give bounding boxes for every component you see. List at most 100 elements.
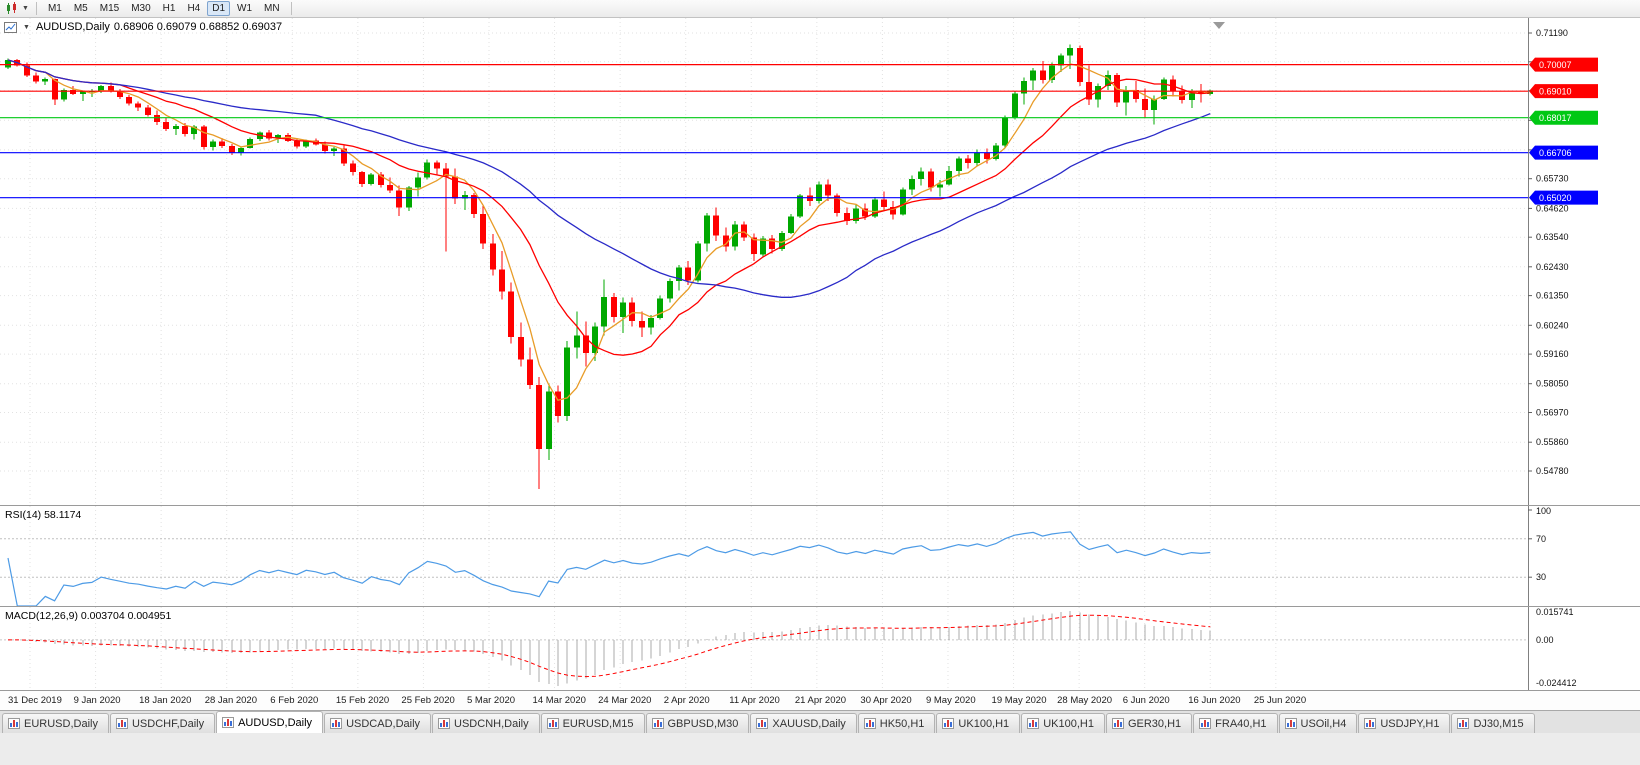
timeframe-button-h4[interactable]: H4: [187, 3, 201, 14]
tab-ger30-h1[interactable]: GER30,H1: [1105, 713, 1193, 733]
date-label: 14 Mar 2020: [532, 695, 586, 706]
mini-chart-icon: [1364, 718, 1377, 729]
price-tick-label: 0.55860: [1536, 437, 1569, 447]
date-label: 28 Jan 2020: [204, 695, 257, 706]
svg-text:0.68017: 0.68017: [1539, 113, 1572, 123]
price-tick-label: 0.59160: [1536, 349, 1569, 359]
mini-chart-icon: [651, 718, 664, 729]
price-tick-label: 0.54780: [1536, 466, 1569, 476]
price-badge: 0.70007: [1529, 57, 1598, 72]
macd-histogram: [16, 611, 1211, 686]
price-tick-label: 0.60240: [1536, 320, 1569, 330]
mini-chart-icon: [546, 718, 559, 729]
date-label: 31 Dec 2019: [8, 695, 62, 706]
toolbar-separator: [35, 2, 37, 15]
rsi-tick-label: 70: [1536, 534, 1546, 544]
svg-text:0.69010: 0.69010: [1539, 87, 1572, 97]
macd-tick-label: 0.015741: [1536, 607, 1574, 617]
chart-type-icon[interactable]: [4, 2, 19, 15]
date-label: 28 May 2020: [1057, 695, 1113, 706]
tab-label: USDCNH,Daily: [454, 717, 529, 730]
timeframe-button-m5[interactable]: M5: [73, 3, 88, 14]
tab-usdcad-daily[interactable]: USDCAD,Daily: [324, 713, 432, 733]
price-badge: 0.66706: [1529, 145, 1598, 160]
rsi-tick-label: 100: [1536, 506, 1551, 516]
tab-label: UK100,H1: [958, 717, 1010, 730]
price-tick-label: 0.56970: [1536, 408, 1569, 418]
grid-layer: [0, 18, 1528, 505]
candlestick-chart[interactable]: 0.711900.701100.690300.679200.668100.657…: [0, 18, 1640, 505]
tab-label: EURUSD,M15: [562, 717, 634, 730]
tab-usdjpy-h1[interactable]: USDJPY,H1: [1358, 713, 1451, 733]
chart-shift-marker[interactable]: [1213, 22, 1225, 29]
date-label: 16 Jun 2020: [1188, 695, 1241, 706]
date-label: 30 Apr 2020: [860, 695, 912, 706]
tab-audusd-daily[interactable]: AUDUSD,Daily: [216, 711, 324, 733]
tab-label: DJ30,M15: [1473, 717, 1524, 730]
chart-symbol-icon: [4, 21, 17, 33]
macd-indicator-panel[interactable]: 0.015741 0.00 -0.024412 MACD(12,26,9) 0.00…: [0, 606, 1640, 690]
tab-label: GER30,H1: [1127, 717, 1182, 730]
mini-chart-icon: [942, 718, 955, 729]
chart-type-dropdown-icon[interactable]: ▼: [22, 5, 29, 12]
window-background: [0, 733, 1640, 765]
rsi-tick-label: 30: [1536, 572, 1546, 582]
macd-tick-label: 0.00: [1536, 635, 1554, 645]
toolbar-separator: [290, 2, 292, 15]
tab-label: UK100,H1: [1043, 717, 1094, 730]
rsi-label: RSI(14) 58.1174: [5, 509, 82, 521]
timeframe-button-d1[interactable]: D1: [207, 1, 231, 16]
timeframe-button-h1[interactable]: H1: [162, 3, 176, 14]
mini-chart-icon: [1457, 718, 1470, 729]
main-chart-panel[interactable]: 0.711900.701100.690300.679200.668100.657…: [0, 18, 1640, 505]
mini-chart-icon: [1111, 718, 1124, 729]
timeframe-button-m30[interactable]: M30: [131, 3, 151, 14]
price-badge: 0.68017: [1529, 110, 1598, 125]
ma-line-5: [7, 59, 1211, 402]
price-tick-label: 0.64620: [1536, 203, 1569, 213]
tab-uk100-h1[interactable]: UK100,H1: [936, 713, 1021, 733]
chart-title-ohlc: 0.68906 0.69079 0.68852 0.69037: [113, 21, 283, 33]
tab-hk50-h1[interactable]: HK50,H1: [857, 713, 936, 733]
macd-label: MACD(12,26,9) 0.003704 0.004951: [5, 610, 172, 622]
timeframe-button-mn[interactable]: MN: [264, 3, 280, 14]
mini-chart-icon: [115, 718, 128, 729]
date-label: 18 Jan 2020: [139, 695, 192, 706]
rsi-indicator-panel[interactable]: 100 70 30 RSI(14) 58.1174: [0, 505, 1640, 606]
tab-eurusd-m15[interactable]: EURUSD,M15: [540, 713, 645, 733]
tab-dj30-m15[interactable]: DJ30,M15: [1451, 713, 1535, 733]
mini-chart-icon: [756, 718, 769, 729]
timeframe-button-m1[interactable]: M1: [47, 3, 62, 14]
tab-label: USOil,H4: [1300, 717, 1347, 730]
timeframe-button-m15[interactable]: M15: [99, 3, 120, 14]
price-tick-label: 0.63540: [1536, 232, 1569, 242]
date-label: 15 Feb 2020: [335, 695, 390, 706]
tab-usdchf-daily[interactable]: USDCHF,Daily: [109, 713, 216, 733]
ma-line-34: [7, 59, 1211, 298]
macd-chart[interactable]: 0.015741 0.00 -0.024412: [0, 607, 1640, 690]
mini-chart-icon: [8, 718, 20, 729]
tab-xauusd-daily[interactable]: XAUUSD,Daily: [750, 713, 857, 733]
tab-gbpusd-m30[interactable]: GBPUSD,M30: [645, 713, 750, 733]
tab-usdcnh-daily[interactable]: USDCNH,Daily: [432, 713, 540, 733]
svg-text:0.66706: 0.66706: [1539, 148, 1572, 158]
date-label: 21 Apr 2020: [794, 695, 847, 706]
ma-line-13: [7, 59, 1211, 356]
price-tick-label: 0.58050: [1536, 379, 1569, 389]
rsi-chart[interactable]: 100 70 30: [0, 506, 1640, 606]
tab-usoil-h4[interactable]: USOil,H4: [1278, 713, 1358, 733]
tab-label: XAUUSD,Daily: [772, 717, 846, 730]
date-label: 24 Mar 2020: [598, 695, 652, 706]
tab-label: AUDUSD,Daily: [238, 716, 313, 729]
macd-signal-line: [8, 614, 1211, 678]
tab-eurusd-daily[interactable]: EURUSD,Daily: [2, 713, 109, 733]
chart-menu-arrow-icon[interactable]: ▼: [23, 23, 30, 31]
svg-text:0.65020: 0.65020: [1539, 193, 1572, 203]
tab-label: EURUSD,Daily: [24, 717, 98, 730]
price-tick-label: 0.62430: [1536, 262, 1569, 272]
tab-fra40-h1[interactable]: FRA40,H1: [1193, 713, 1278, 733]
timeframe-toolbar: ▼ M1 M5 M15 M30 H1 H4 D1 W1 MN: [0, 0, 1640, 18]
time-axis[interactable]: 31 Dec 2019 9 Jan 2020 18 Jan 2020 28 Jan 2…: [0, 690, 1640, 710]
tab-uk100-h1[interactable]: UK100,H1: [1021, 713, 1105, 733]
timeframe-button-w1[interactable]: W1: [237, 3, 253, 14]
